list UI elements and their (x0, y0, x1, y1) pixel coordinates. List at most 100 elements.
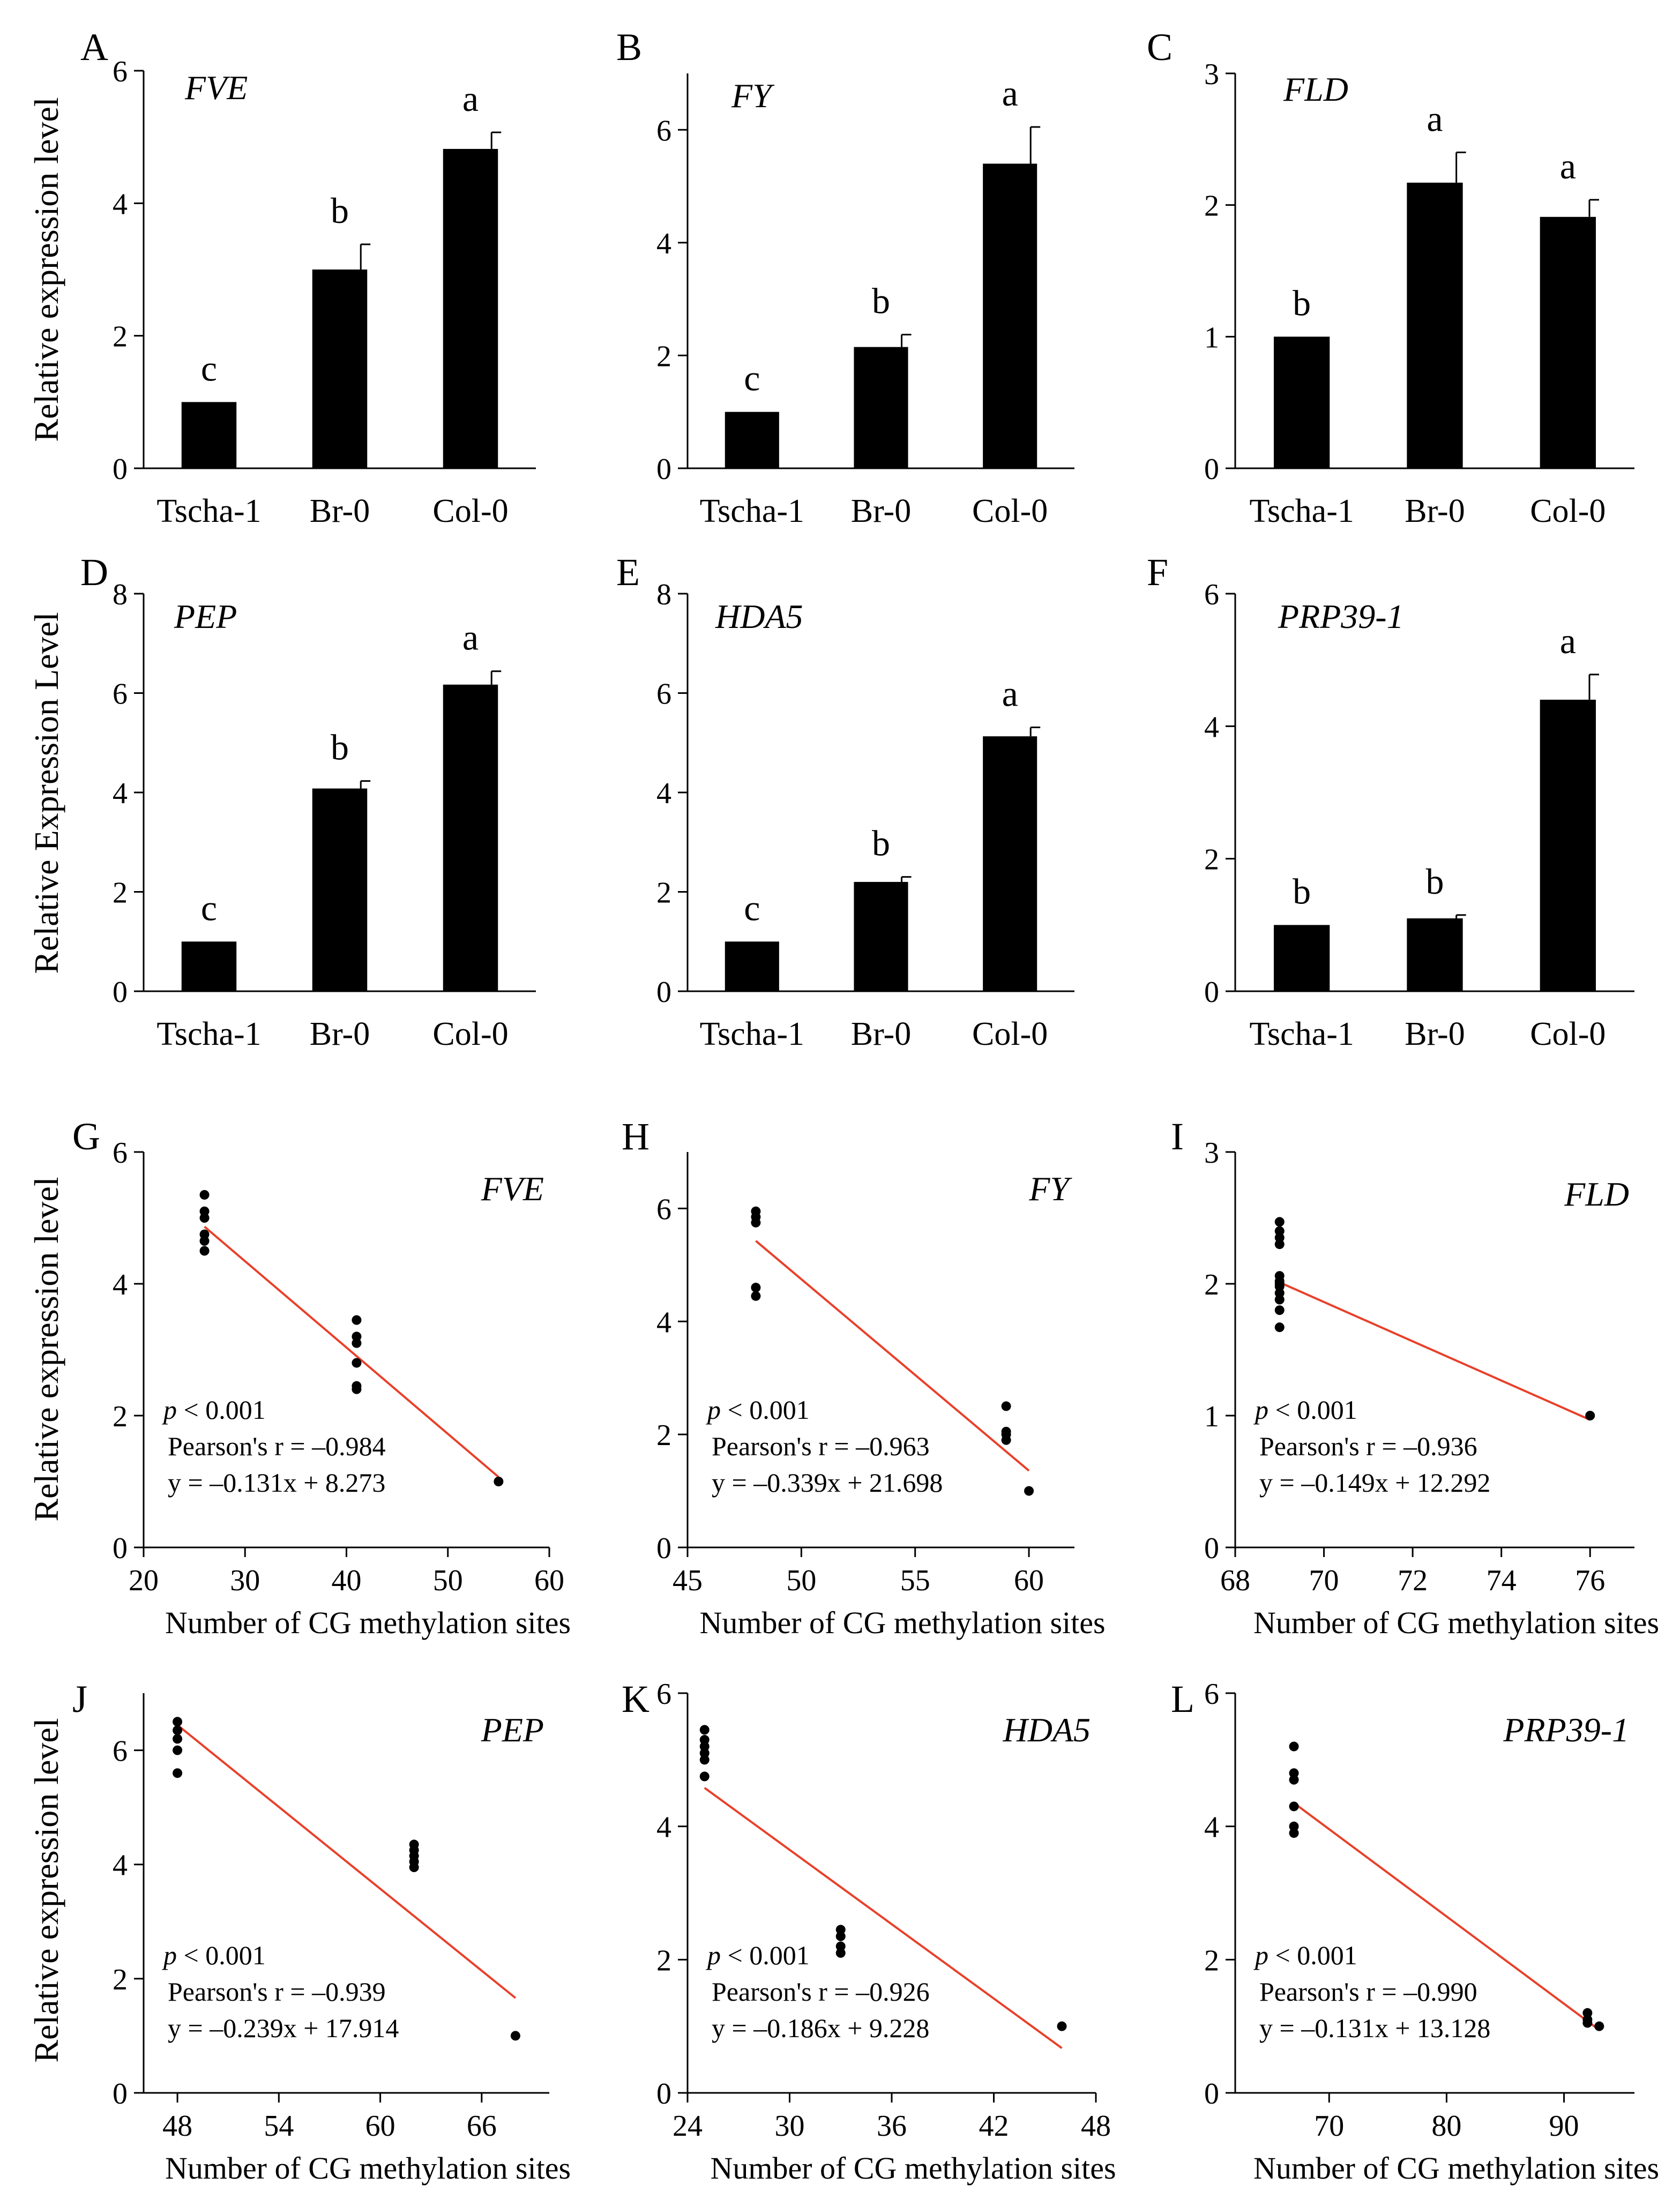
panel-label: D (80, 551, 108, 594)
data-point (1582, 2008, 1593, 2018)
y-tick-label: 8 (656, 578, 671, 611)
regression-line (755, 1240, 1030, 1472)
data-point (510, 2031, 520, 2041)
data-point (1274, 1295, 1285, 1305)
panel-F: 0 2 4 6 F PRP39-1 b Tscha-1 b Br-0 a Col-0 (1147, 551, 1634, 1052)
x-tick-label: 60 (534, 1564, 564, 1597)
data-point (173, 1734, 183, 1744)
significance-letter: a (1002, 73, 1018, 114)
x-tick-label: 55 (900, 1564, 930, 1597)
regression-line (176, 1724, 517, 1999)
panel-label: B (616, 26, 642, 69)
panel-label: H (622, 1115, 649, 1158)
p-value: p < 0.001 (1253, 1395, 1357, 1425)
p-symbol: p (706, 1940, 721, 1970)
y-tick-label: 0 (656, 976, 671, 1009)
panel-label: C (1147, 26, 1173, 69)
data-point (199, 1236, 210, 1246)
gene-title: FVE (184, 69, 248, 107)
y-tick-label: 2 (113, 1963, 128, 1996)
data-point (173, 1745, 183, 1755)
p-symbol: p (706, 1395, 721, 1425)
data-point (1024, 1486, 1034, 1496)
y-tick-label: 6 (656, 678, 671, 711)
y-tick-label: 2 (1204, 1268, 1219, 1301)
x-category-label: Br-0 (851, 493, 911, 529)
x-tick-label: 66 (467, 2109, 497, 2143)
y-tick-label: 4 (1204, 710, 1219, 744)
regression-line (1279, 1281, 1591, 1421)
data-point (352, 1358, 362, 1368)
bar-Col-0 (983, 163, 1037, 468)
data-point (699, 1748, 710, 1758)
y-tick-label: 1 (1204, 1400, 1219, 1433)
panel-G: 0 2 4 6G FVE Relative expression level 20 30 40 5… (27, 1115, 571, 1640)
data-point (835, 1925, 846, 1935)
p-value: p < 0.001 (162, 1395, 266, 1425)
y-tick-label: 6 (113, 1735, 128, 1768)
pearson-r: Pearson's r = –0.963 (712, 1431, 930, 1461)
x-tick-label: 74 (1487, 1564, 1517, 1597)
y-tick-label: 2 (656, 1944, 671, 1977)
bar-Tscha-1 (725, 941, 779, 991)
data-point (173, 1717, 183, 1727)
panel-label: F (1147, 551, 1168, 594)
regression-line (704, 1787, 1063, 2049)
significance-letter: c (201, 348, 217, 388)
y-tick-label: 0 (656, 1532, 671, 1565)
data-point (1289, 1775, 1299, 1785)
data-point (199, 1189, 210, 1200)
gene-title: FLD (1564, 1175, 1629, 1213)
panel-label: A (80, 26, 108, 69)
x-category-label: Tscha-1 (1249, 1016, 1354, 1052)
regression-equation: y = –0.239x + 17.914 (168, 2013, 399, 2043)
x-axis-label: Number of CG methylation sites (1253, 2151, 1659, 2186)
data-point (352, 1331, 362, 1342)
data-point (352, 1338, 362, 1348)
bar-Col-0 (443, 684, 498, 991)
bar-Br-0 (1407, 182, 1463, 468)
y-tick-label: 0 (1204, 2077, 1219, 2111)
data-point (199, 1206, 210, 1216)
x-tick-label: 70 (1309, 1564, 1339, 1597)
significance-letter: a (1427, 98, 1443, 139)
significance-letter: b (1426, 861, 1444, 902)
data-point (1274, 1217, 1285, 1227)
panel-L: 0 2 4 6L PRP39-1 70 80 90 Number of CG methylati… (1171, 1678, 1659, 2186)
x-tick-label: 42 (979, 2109, 1009, 2143)
y-tick-label: 4 (656, 777, 671, 810)
pearson-r: Pearson's r = –0.926 (712, 1977, 930, 2007)
y-tick-label: 0 (113, 976, 128, 1009)
x-category-label: Col-0 (972, 1016, 1048, 1052)
bar-Br-0 (854, 347, 908, 468)
gene-title: HDA5 (715, 597, 803, 635)
p-value: p < 0.001 (706, 1395, 810, 1425)
panel-label: I (1171, 1115, 1184, 1158)
bar-Br-0 (312, 788, 368, 991)
regression-line (1293, 1802, 1600, 2031)
data-point (1274, 1279, 1285, 1289)
data-point (1274, 1305, 1285, 1315)
y-tick-label: 0 (1204, 453, 1219, 486)
x-tick-label: 30 (775, 2109, 805, 2143)
y-tick-label: 4 (113, 777, 128, 810)
p-threshold: < 0.001 (721, 1940, 810, 1970)
x-category-label: Br-0 (1405, 1016, 1465, 1052)
x-tick-label: 40 (332, 1564, 362, 1597)
x-tick-label: 60 (1014, 1564, 1044, 1597)
y-tick-label: 2 (656, 877, 671, 910)
data-point (1057, 2021, 1067, 2031)
y-tick-label: 2 (113, 1400, 128, 1433)
gene-title: HDA5 (1002, 1711, 1091, 1749)
gene-title: PRP39-1 (1503, 1711, 1629, 1749)
y-tick-label: 2 (1204, 1944, 1219, 1977)
panel-label: K (622, 1678, 649, 1720)
x-category-label: Br-0 (310, 493, 370, 529)
gene-title: FVE (481, 1170, 544, 1208)
pearson-r: Pearson's r = –0.984 (168, 1431, 386, 1461)
y-axis-label: Relative Expression Level (27, 612, 65, 974)
p-symbol: p (1253, 1940, 1268, 1970)
p-symbol: p (162, 1395, 177, 1425)
y-tick-label: 2 (656, 340, 671, 373)
